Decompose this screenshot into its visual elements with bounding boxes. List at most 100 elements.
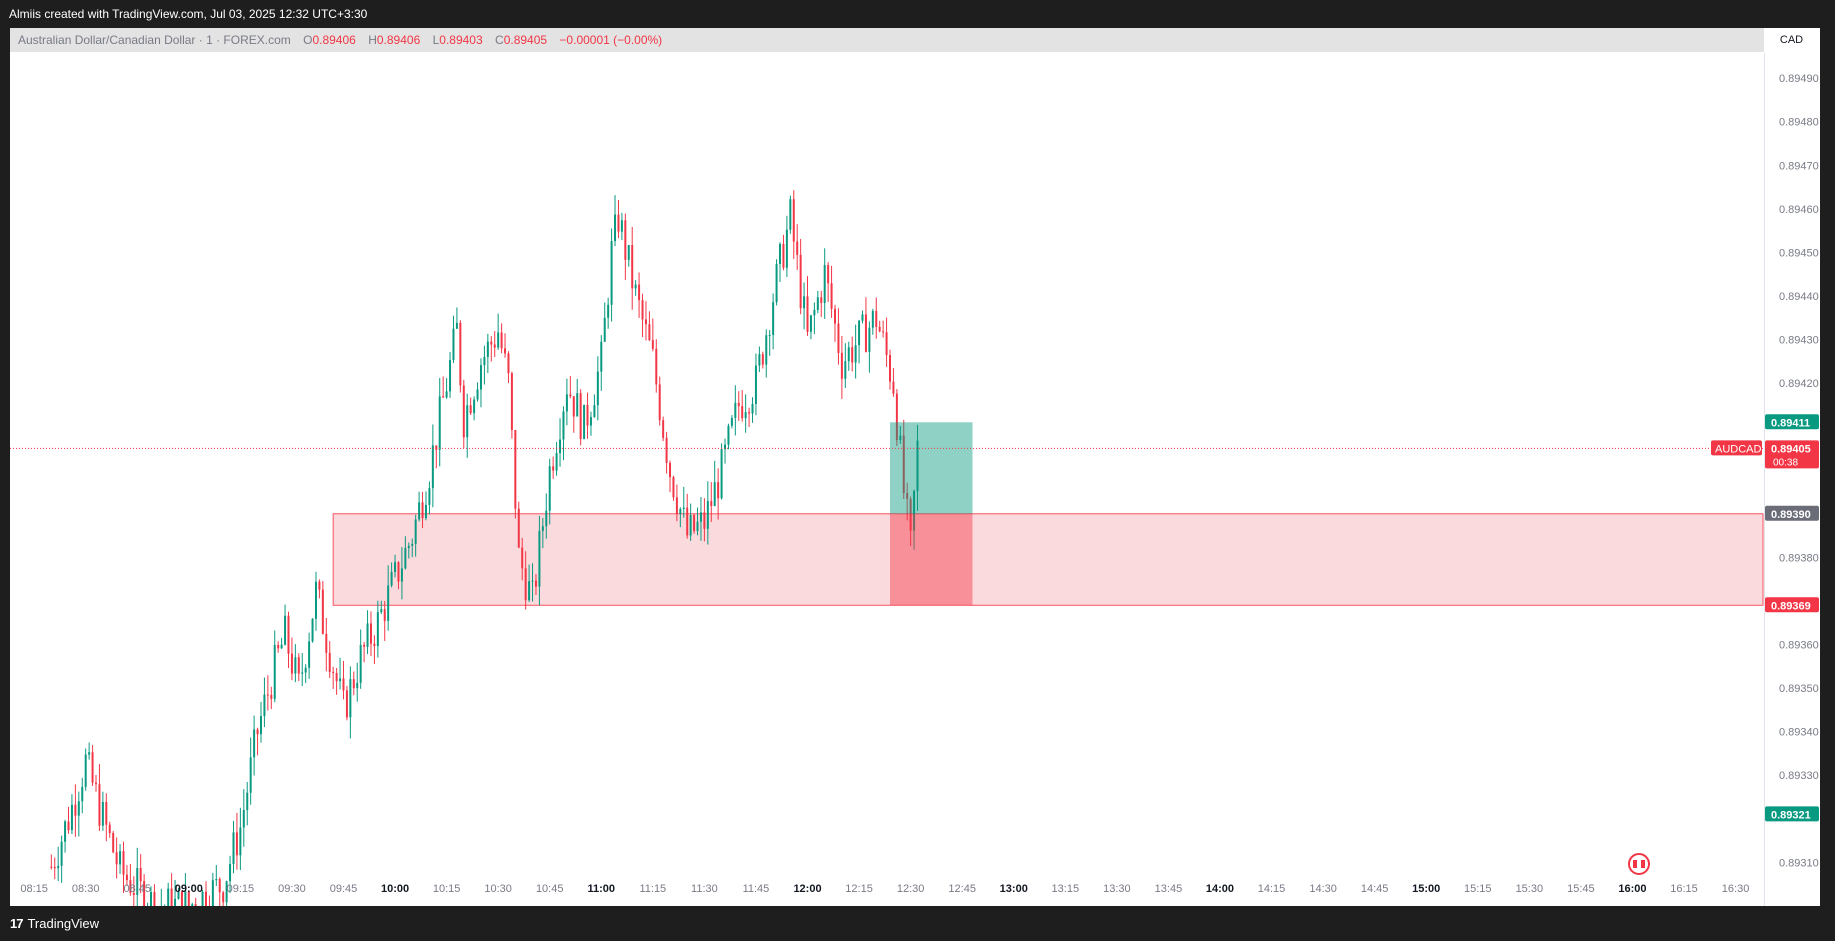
candle-body <box>387 585 390 621</box>
chart-legend: Australian Dollar/Canadian Dollar · 1 · … <box>10 28 1764 52</box>
candle-body <box>229 864 232 882</box>
candle <box>359 629 362 689</box>
candle <box>624 213 627 280</box>
candle <box>906 482 909 521</box>
position-stop-area <box>890 513 973 606</box>
candle <box>115 837 118 879</box>
candle-body <box>710 501 713 507</box>
candle-body <box>345 690 348 718</box>
candle-body <box>517 508 520 548</box>
candle-body <box>332 671 335 674</box>
candle <box>565 378 568 426</box>
candle <box>270 686 273 710</box>
candle-body <box>70 804 73 831</box>
candle-body <box>830 283 833 309</box>
candle-body <box>906 493 909 500</box>
candle <box>734 385 737 436</box>
candle-body <box>308 641 311 668</box>
position-target-area <box>890 422 973 514</box>
candle <box>139 854 142 894</box>
candle <box>541 517 544 549</box>
candle-body <box>658 384 661 421</box>
candle-body <box>727 425 730 445</box>
candle-body <box>380 609 383 613</box>
candle <box>88 742 91 760</box>
candle <box>435 445 438 469</box>
candle <box>356 662 359 702</box>
candle <box>490 336 493 362</box>
candle-body <box>528 581 531 601</box>
candle <box>280 637 283 649</box>
candle <box>469 397 472 415</box>
chart-frame[interactable]: Australian Dollar/Canadian Dollar · 1 · … <box>10 28 1820 906</box>
candle <box>466 393 469 458</box>
candle <box>638 272 641 318</box>
candle-body <box>840 352 843 379</box>
candle <box>792 190 795 259</box>
close-value: 0.89405 <box>503 33 548 47</box>
candle <box>693 513 696 534</box>
candle-body <box>77 801 80 816</box>
candle-body <box>545 510 548 527</box>
candle <box>871 308 874 335</box>
candle-body <box>352 679 355 689</box>
candle <box>449 351 452 398</box>
candle-body <box>211 880 214 906</box>
candle-body <box>452 328 455 360</box>
candle <box>91 745 94 787</box>
candle <box>559 418 562 467</box>
candle <box>803 282 806 330</box>
candle-body <box>129 880 132 893</box>
candlestick-chart[interactable] <box>10 28 1819 906</box>
candle-body <box>180 891 183 906</box>
candle <box>383 600 386 641</box>
candle <box>479 358 482 408</box>
candle-body <box>60 841 63 866</box>
candle <box>717 468 720 520</box>
candle <box>53 857 56 880</box>
candle <box>892 368 895 397</box>
candle-body <box>644 319 647 325</box>
candle <box>390 562 393 588</box>
candle-body <box>706 501 709 529</box>
candle-body <box>376 612 379 647</box>
candle-body <box>761 354 764 365</box>
candle-body <box>662 420 665 438</box>
candle <box>249 737 252 805</box>
candle <box>452 315 455 364</box>
candle <box>614 195 617 247</box>
candle <box>366 610 369 655</box>
candle <box>902 419 905 500</box>
candle-body <box>390 571 393 586</box>
candle <box>431 424 434 508</box>
candle-body <box>823 265 826 303</box>
candle-body <box>435 445 438 450</box>
candle <box>287 611 290 668</box>
candle <box>211 872 214 906</box>
candle <box>500 323 503 354</box>
candle-body <box>510 373 513 430</box>
candle <box>373 635 376 665</box>
candle-body <box>693 515 696 532</box>
candle-body <box>342 678 345 691</box>
candle <box>77 791 80 837</box>
candle-body <box>259 716 262 735</box>
candle-body <box>754 365 757 405</box>
currency-unit[interactable]: CAD <box>1764 28 1819 53</box>
candle-body <box>297 657 300 674</box>
candle-body <box>641 300 644 320</box>
candle <box>167 882 170 906</box>
candle-body <box>665 437 668 463</box>
candle <box>669 460 672 493</box>
tradingview-logo[interactable]: 17 TradingView <box>10 906 99 941</box>
candle <box>81 777 84 814</box>
candle-body <box>232 832 235 865</box>
candle-body <box>339 678 342 682</box>
candle-body <box>895 393 898 441</box>
candle-body <box>57 865 60 869</box>
candle-body <box>67 821 70 831</box>
candle-body <box>713 482 716 507</box>
candle <box>820 290 823 317</box>
price-axis[interactable] <box>1764 28 1820 906</box>
candle-body <box>328 652 331 672</box>
